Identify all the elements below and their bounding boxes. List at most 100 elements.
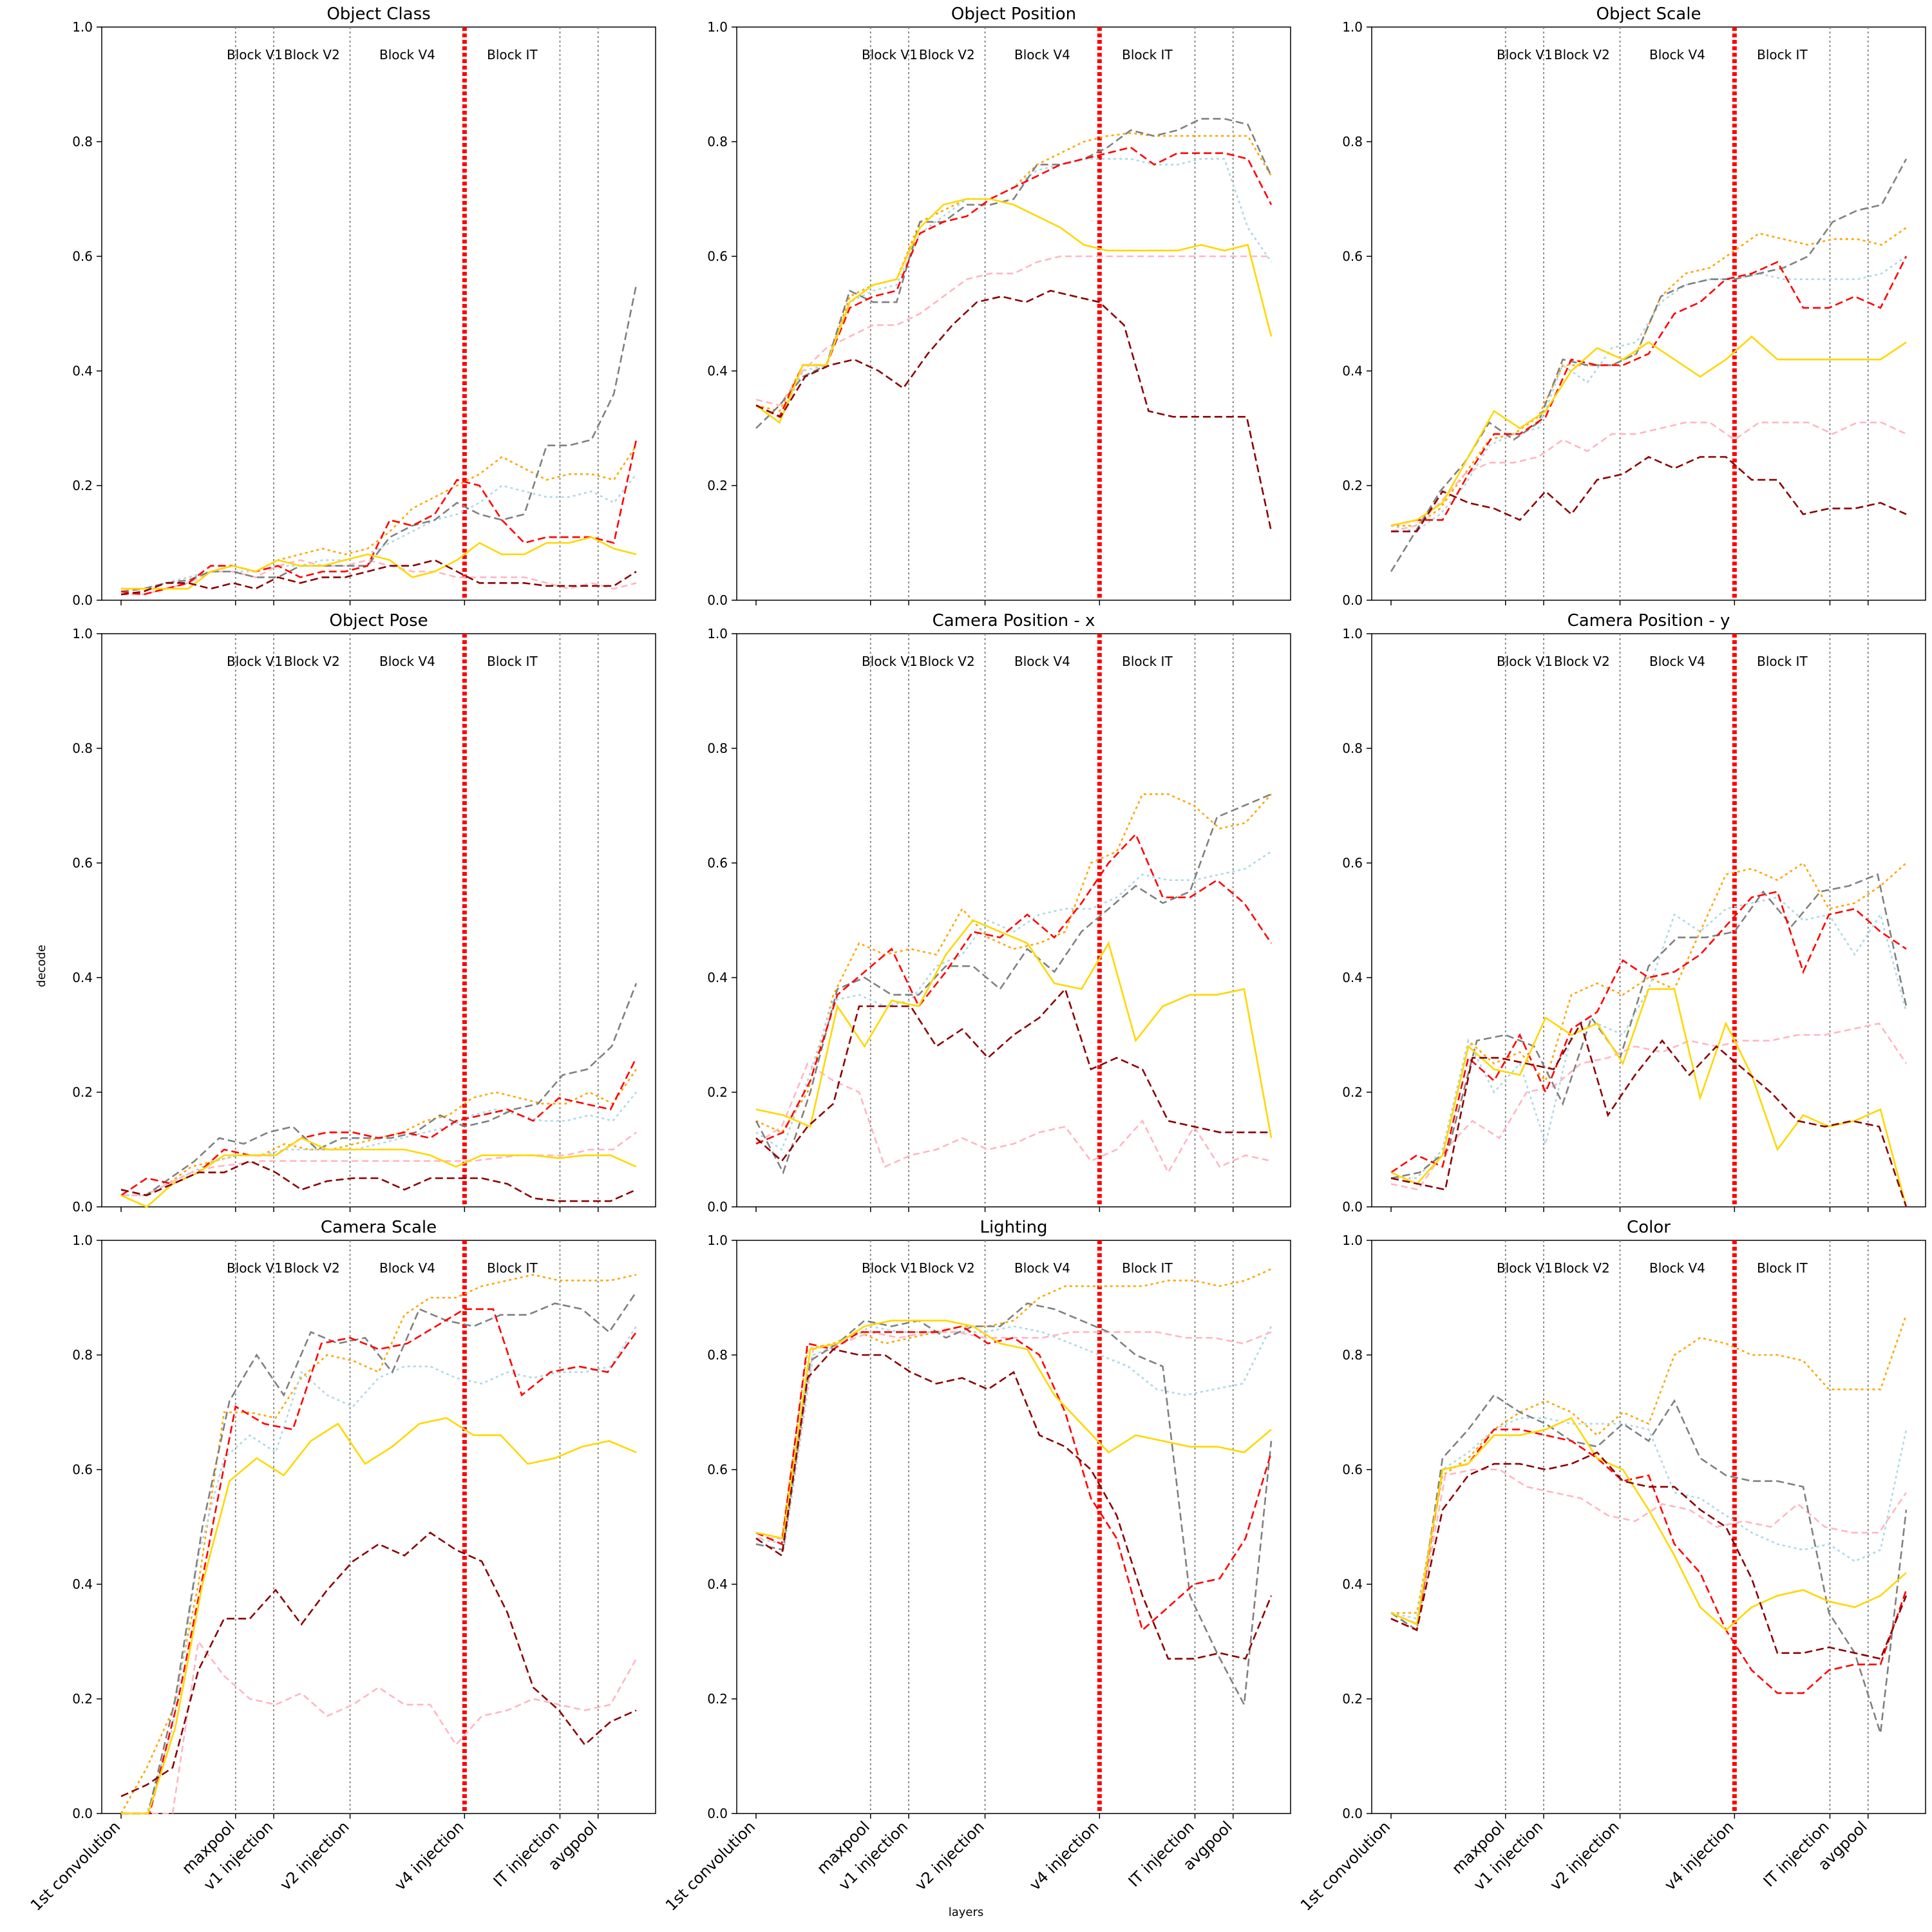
axes-frame [736,1240,1291,1814]
y-tick-label: 0.4 [1342,363,1363,379]
y-tick-label: 0.8 [707,741,728,756]
series-line-5 [755,1320,1272,1540]
series-line-4 [755,146,1273,418]
y-tick-label: 0.4 [707,970,728,985]
axes-frame [736,26,1291,601]
y-tick-label: 0.0 [72,592,93,608]
y-tick-label: 0.4 [707,1577,728,1592]
block-label: Block IT [487,47,538,62]
y-tick-label: 0.0 [1342,1199,1363,1215]
series-line-3 [755,793,1272,1175]
axes-frame [1371,633,1926,1208]
series-line-0 [1391,227,1907,527]
block-label: Block V1 [227,47,283,62]
y-tick-label: 0.2 [707,478,728,493]
block-label: Block V1 [227,1260,283,1276]
block-label: Block V4 [1649,1260,1705,1276]
y-tick-label: 0.0 [1342,592,1363,608]
block-label: Block IT [1757,1260,1808,1276]
y-tick-label: 1.0 [707,19,728,35]
y-tick-label: 0.2 [1342,1084,1363,1100]
y-tick-label: 0.8 [1342,1347,1363,1363]
y-tick-label: 0.8 [72,1347,93,1363]
series-line-4 [1390,890,1907,1173]
block-label: Block IT [1757,47,1808,62]
block-label: Block IT [1122,47,1173,62]
y-tick-label: 0.0 [1342,1806,1363,1821]
y-tick-label: 0.4 [707,363,728,379]
series-line-0 [121,1068,638,1197]
series-line-0 [1391,862,1907,1179]
series-line-0 [755,793,1272,1133]
series-line-0 [1391,1314,1908,1614]
series-line-4 [755,1325,1273,1632]
axes-frame [1371,1240,1926,1814]
series-line-5 [121,536,637,590]
axes-frame [101,633,656,1208]
series-line-2 [121,1639,638,1815]
y-tick-label: 0.6 [72,1462,93,1477]
y-tick-label: 0.8 [72,134,93,149]
y-tick-label: 0.2 [72,1084,93,1100]
series-line-4 [121,1308,638,1815]
y-tick-label: 0.4 [1342,970,1363,985]
panel-title: Object Scale [1596,5,1701,24]
block-label: Block V1 [227,654,283,669]
y-tick-label: 0.8 [707,1347,728,1363]
y-axis-label: decode [35,945,48,987]
series-line-5 [120,1137,637,1208]
y-tick-label: 0.2 [1342,478,1363,493]
series-line-6 [755,290,1273,532]
series-line-3 [755,118,1273,429]
panel-title: Color [1627,1218,1671,1237]
x-tick-label: v2 injection [911,1817,988,1894]
block-label: Block V4 [1014,654,1070,669]
block-label: Block IT [1757,654,1808,669]
y-tick-label: 0.6 [72,249,93,264]
x-tick-label: v4 injection [1026,1817,1103,1894]
block-label: Block IT [1122,1260,1173,1276]
block-label: Block V4 [379,47,435,62]
series-line-2 [756,1331,1272,1540]
series-line-3 [1390,158,1908,573]
series-line-1 [1390,1417,1908,1620]
panel-title: Camera Scale [321,1218,437,1237]
panel-title: Lighting [980,1218,1047,1237]
series-line-5 [121,1417,637,1815]
block-label: Block V1 [862,47,918,62]
panel-title: Object Pose [329,611,428,630]
x-tick-label: v4 injection [391,1817,468,1894]
y-tick-label: 0.0 [707,1806,728,1821]
series-line-6 [755,987,1271,1162]
panel-title: Object Position [951,5,1076,24]
series-line-2 [755,255,1271,406]
y-tick-label: 0.4 [72,970,93,985]
series-line-6 [1390,1021,1908,1208]
panel-4: Camera Position - x 0.0 0.2 0.4 0.6 0.8 1.0 Blo… [707,611,1291,1215]
y-tick-label: 0.2 [1342,1691,1363,1707]
block-label: Block V4 [379,1260,435,1276]
series-line-0 [755,132,1273,412]
series-line-0 [120,1274,637,1814]
block-label: Block V1 [1497,47,1553,62]
series-line-2 [1390,1022,1908,1191]
block-label: Block V2 [284,1260,340,1276]
y-tick-label: 1.0 [1342,19,1363,35]
panel-5: Camera Position - y 0.0 0.2 0.4 0.6 0.8 1.0 Blo… [1342,611,1926,1215]
y-tick-label: 0.2 [707,1084,728,1100]
series-line-6 [1391,456,1907,533]
block-label: Block IT [487,654,538,669]
series-line-4 [1390,256,1908,527]
series-line-2 [1390,421,1907,533]
x-tick-label: v4 injection [1661,1817,1738,1894]
series-line-1 [121,1325,638,1815]
series-line-6 [755,1348,1273,1660]
y-tick-label: 0.0 [707,592,728,608]
block-label: Block V4 [1014,1260,1070,1276]
series-line-1 [121,473,638,590]
y-tick-label: 0.0 [707,1199,728,1215]
y-tick-label: 0.6 [707,1462,728,1477]
